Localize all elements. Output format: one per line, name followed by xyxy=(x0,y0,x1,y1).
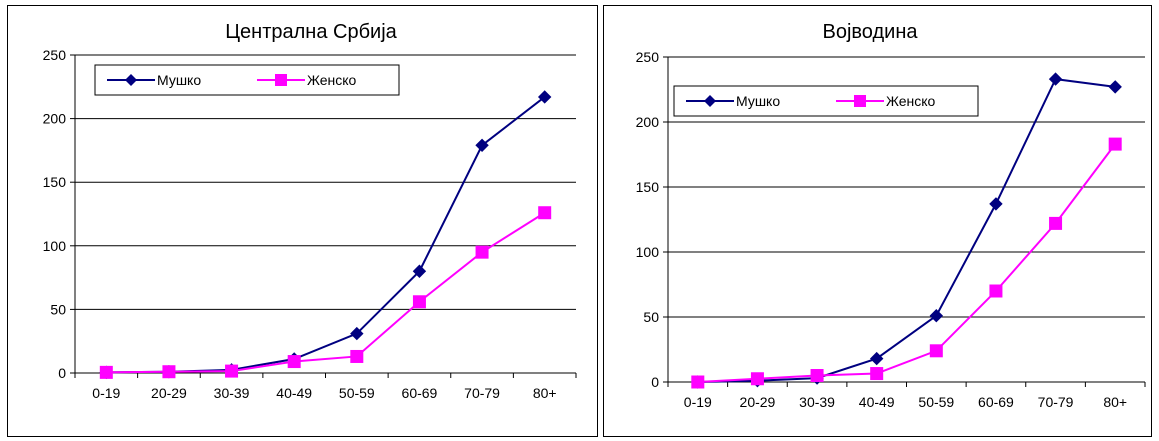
chart-title: Војводина xyxy=(823,21,919,43)
x-tick-label-60-69: 60-69 xyxy=(978,394,1014,410)
series-0-point-7 xyxy=(1108,80,1122,94)
legend-marker-0 xyxy=(125,74,137,86)
series-1-point-5 xyxy=(412,295,426,309)
series-1-point-3 xyxy=(870,367,884,381)
chart-vojvodina: Војводина 0 50 100 150 200 250 0-19 20-29 30-39 40… xyxy=(636,21,1146,410)
series-1-point-2 xyxy=(225,364,239,378)
x-tick-label-20-29: 20-29 xyxy=(740,394,776,410)
y-tick-label-250: 250 xyxy=(43,47,67,63)
y-tick-label-50: 50 xyxy=(50,301,66,317)
chart-panel-central-serbia: Централна Србија 0 50 100 150 200 250 0-19 20-29… xyxy=(7,5,598,437)
x-tick-label-40-49: 40-49 xyxy=(859,394,895,410)
chart-title: Централна Србија xyxy=(225,21,397,43)
x-tick-label-70-79: 70-79 xyxy=(1038,394,1074,410)
legend-marker-1 xyxy=(275,74,287,86)
series-line-0 xyxy=(697,78,1116,383)
legend-label-1: Женско xyxy=(886,93,936,109)
series-0-point-7 xyxy=(537,90,552,104)
x-tick-label-0-19: 0-19 xyxy=(92,385,120,401)
series-1-point-7 xyxy=(538,206,552,220)
series-1-point-4 xyxy=(350,349,364,363)
x-tick-label-30-39: 30-39 xyxy=(799,394,835,410)
series-0-point-3 xyxy=(869,351,884,366)
series-1-point-7 xyxy=(1108,137,1122,151)
y-tick-label-0: 0 xyxy=(651,374,659,390)
y-tick-label-100: 100 xyxy=(636,244,660,260)
y-tick-label-200: 200 xyxy=(636,114,660,130)
series-1-point-0 xyxy=(691,375,705,389)
y-tick-label-150: 150 xyxy=(636,179,660,195)
x-tick-label-70-79: 70-79 xyxy=(464,385,500,401)
series-1-point-6 xyxy=(475,245,489,259)
series-1-point-4 xyxy=(929,344,943,358)
y-tick-label-100: 100 xyxy=(43,238,67,254)
series-1-point-1 xyxy=(750,372,764,386)
series-line-1 xyxy=(697,143,1116,383)
series-1-point-1 xyxy=(162,365,176,379)
y-tick-label-250: 250 xyxy=(636,49,660,65)
series-0-point-4 xyxy=(350,326,364,341)
x-tick-label-80+: 80+ xyxy=(533,385,557,401)
chart-central-serbia: Централна Србија 0 50 100 150 200 250 0-19 20-29… xyxy=(43,21,577,401)
legend-marker-0 xyxy=(704,95,716,107)
x-tick-label-20-29: 20-29 xyxy=(151,385,187,401)
legend-label-1: Женско xyxy=(307,72,357,88)
legend-marker-1 xyxy=(854,95,866,107)
x-tick-label-40-49: 40-49 xyxy=(276,385,312,401)
chart-0-content: Централна Србија 0 50 100 150 200 250 0-19 20-29… xyxy=(43,21,577,401)
x-tick-label-50-59: 50-59 xyxy=(339,385,375,401)
series-0-point-6 xyxy=(475,138,489,153)
legend-label-0: Мушко xyxy=(736,93,780,109)
series-1-point-6 xyxy=(1049,216,1063,230)
series-line-0 xyxy=(106,96,546,374)
series-0-point-6 xyxy=(1048,72,1063,86)
x-tick-label-60-69: 60-69 xyxy=(402,385,438,401)
series-0-point-4 xyxy=(929,308,944,323)
series-line-1 xyxy=(106,211,546,374)
x-tick-label-30-39: 30-39 xyxy=(214,385,250,401)
chart-panel-vojvodina: Војводина 0 50 100 150 200 250 0-19 20-29 30-39 40… xyxy=(603,5,1152,437)
y-tick-label-200: 200 xyxy=(43,111,67,127)
y-tick-label-0: 0 xyxy=(58,365,66,381)
series-1-point-5 xyxy=(989,284,1003,298)
chart-1-content: Војводина 0 50 100 150 200 250 0-19 20-29 30-39 40… xyxy=(636,21,1146,410)
x-tick-label-50-59: 50-59 xyxy=(918,394,954,410)
y-tick-label-150: 150 xyxy=(43,174,67,190)
series-0-point-5 xyxy=(989,197,1003,211)
x-tick-label-0-19: 0-19 xyxy=(684,394,712,410)
legend-label-0: Мушко xyxy=(157,72,201,88)
series-1-point-3 xyxy=(287,355,301,369)
x-tick-label-80+: 80+ xyxy=(1103,394,1127,410)
series-0-point-5 xyxy=(412,264,427,278)
series-1-point-0 xyxy=(99,365,113,379)
y-tick-label-50: 50 xyxy=(643,309,659,325)
series-1-point-2 xyxy=(810,369,824,382)
